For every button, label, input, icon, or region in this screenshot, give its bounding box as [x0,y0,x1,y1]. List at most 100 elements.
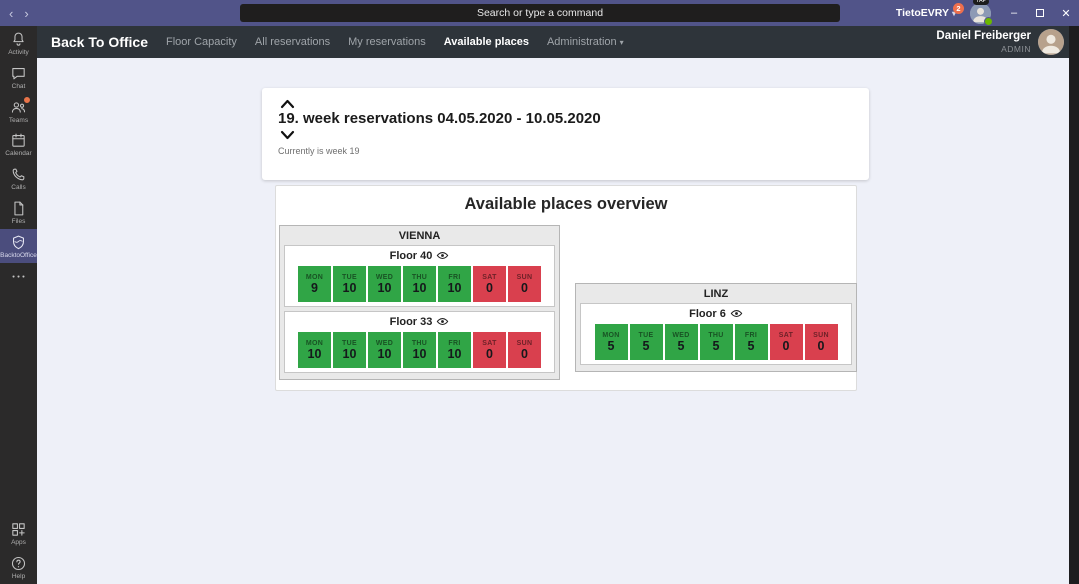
close-button[interactable]: ✕ [1053,0,1079,26]
search-input[interactable]: Search or type a command [240,4,840,22]
day-tile-thu[interactable]: THU5 [700,324,733,360]
day-tile-fri[interactable]: FRI10 [438,266,471,302]
presence-available-icon [984,17,993,26]
eye-icon[interactable] [436,315,449,328]
sidebar-item-label: Files [12,218,26,226]
org-switcher[interactable]: TietoEVRY ▾ 2 [896,7,956,19]
location-name: VIENNA [282,228,557,245]
day-tile-sun[interactable]: SUN0 [508,266,541,302]
available-count: 10 [378,347,392,361]
available-count: 9 [311,281,318,295]
day-label: MON [306,340,323,347]
history-forward-icon[interactable]: › [24,6,28,21]
calendar-icon [10,132,27,149]
shield-icon [10,234,27,251]
sidebar-item-calls[interactable]: Calls [0,161,37,195]
scrollbar-track[interactable] [1069,26,1079,584]
day-tile-sun[interactable]: SUN0 [508,332,541,368]
day-tile-thu[interactable]: THU10 [403,266,436,302]
available-count: 5 [748,339,755,353]
day-tile-sat[interactable]: SAT0 [770,324,803,360]
floor-box-floor-6: Floor 6MON5TUE5WED5THU5FRI5SAT0SUN0 [580,303,852,365]
sidebar-item-apps[interactable]: Apps [0,516,37,550]
sidebar-item-more[interactable] [0,263,37,288]
tab-available-places[interactable]: Available places [444,36,529,48]
user-avatar[interactable] [1038,29,1064,55]
main-content: 19. week reservations 04.05.2020 - 10.05… [37,58,1069,584]
tab-floor-capacity[interactable]: Floor Capacity [166,36,237,48]
sidebar-item-label: Chat [12,83,26,91]
tab-administration[interactable]: Administration▾ [547,36,624,48]
sidebar-item-teams[interactable]: Teams [0,94,37,128]
tab-label: My reservations [348,36,426,48]
day-tile-mon[interactable]: MON5 [595,324,628,360]
app-header: Back To Office Floor Capacity All reserva… [37,26,1069,58]
eye-icon[interactable] [436,249,449,262]
location-box-linz: LINZFloor 6MON5TUE5WED5THU5FRI5SAT0SUN0 [575,283,857,372]
tab-all-reservations[interactable]: All reservations [255,36,330,48]
sidebar-item-help[interactable]: Help [0,550,37,584]
available-count: 0 [521,281,528,295]
bell-icon [10,31,27,48]
sidebar-item-files[interactable]: Files [0,195,37,229]
day-tile-tue[interactable]: TUE10 [333,266,366,302]
available-count: 0 [783,339,790,353]
sidebar-item-calendar[interactable]: Calendar [0,127,37,161]
activity-dot-badge [23,96,31,104]
day-tile-mon[interactable]: MON10 [298,332,331,368]
week-down-button[interactable] [278,128,296,139]
sidebar-item-label: Apps [11,539,26,547]
day-label: SUN [517,340,533,347]
sidebar-item-label: Calls [11,184,25,192]
maximize-button[interactable] [1027,0,1053,26]
app-title: Back To Office [51,34,148,50]
day-tile-tue[interactable]: TUE5 [630,324,663,360]
day-label: THU [412,340,427,347]
chevron-down-icon: ▾ [620,38,624,47]
tab-my-reservations[interactable]: My reservations [348,36,426,48]
day-tile-mon[interactable]: MON9 [298,266,331,302]
day-label: THU [708,332,723,339]
day-tile-sat[interactable]: SAT0 [473,266,506,302]
tab-label: Available places [444,36,529,48]
available-count: 10 [378,281,392,295]
day-tile-thu[interactable]: THU10 [403,332,436,368]
day-label: SAT [482,340,496,347]
teams-window: ‹ › Search or type a command TietoEVRY ▾… [0,0,1079,584]
sidebar-item-chat[interactable]: Chat [0,60,37,94]
user-info[interactable]: Daniel Freiberger ADMIN [936,29,1064,55]
current-week-note: Currently is week 19 [278,146,853,156]
available-count: 10 [413,347,427,361]
available-count: 10 [413,281,427,295]
available-count: 5 [678,339,685,353]
file-icon [10,200,27,217]
tab-label: All reservations [255,36,330,48]
day-tile-fri[interactable]: FRI10 [438,332,471,368]
eye-icon[interactable] [730,307,743,320]
day-tile-sun[interactable]: SUN0 [805,324,838,360]
day-label: FRI [745,332,757,339]
day-tile-tue[interactable]: TUE10 [333,332,366,368]
available-count: 0 [818,339,825,353]
day-tile-fri[interactable]: FRI5 [735,324,768,360]
sidebar-item-backtooffice[interactable]: BacktoOffice [0,229,37,263]
day-tile-sat[interactable]: SAT0 [473,332,506,368]
week-up-button[interactable] [278,97,296,108]
titlebar-avatar[interactable]: TAP [970,3,991,24]
day-tile-wed[interactable]: WED5 [665,324,698,360]
user-name: Daniel Freiberger [936,29,1031,44]
sidebar-item-label: Calendar [5,150,31,158]
history-back-icon[interactable]: ‹ [9,6,13,21]
day-tiles-row: MON10TUE10WED10THU10FRI10SAT0SUN0 [285,332,554,368]
minimize-button[interactable]: – [1001,0,1027,26]
day-label: SAT [779,332,793,339]
day-tile-wed[interactable]: WED10 [368,332,401,368]
day-tile-wed[interactable]: WED10 [368,266,401,302]
floor-box-floor-33: Floor 33MON10TUE10WED10THU10FRI10SAT0SUN… [284,311,555,373]
day-label: TUE [342,274,357,281]
overview-title: Available places overview [276,195,856,214]
available-count: 5 [643,339,650,353]
floor-box-floor-40: Floor 40MON9TUE10WED10THU10FRI10SAT0SUN0 [284,245,555,307]
apps-icon [10,521,27,538]
sidebar-item-activity[interactable]: Activity [0,26,37,60]
